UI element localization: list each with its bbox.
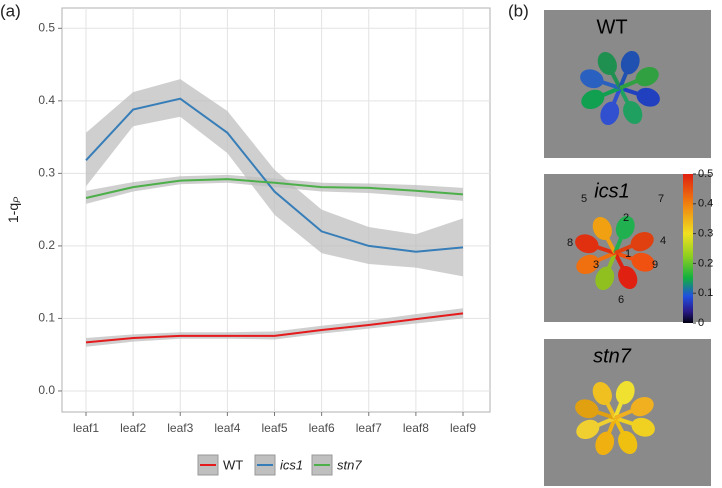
- leaf-number: 6: [618, 294, 624, 306]
- leaf: [636, 87, 660, 107]
- leaf-number: 8: [567, 237, 573, 249]
- leaf-number: 9: [652, 259, 658, 271]
- leaf: [615, 380, 635, 405]
- leaf: [592, 217, 612, 241]
- leaf: [581, 89, 605, 110]
- colorbar-tick-label: 0.5: [698, 168, 713, 180]
- y-tick-label: 0.3: [38, 166, 55, 180]
- leaf: [595, 431, 615, 456]
- panel-label: (b): [508, 1, 529, 20]
- image-label: stn7: [593, 345, 632, 367]
- legend-label: ics1: [280, 457, 303, 472]
- leaf-number: 2: [623, 212, 629, 224]
- colorbar-tick-label: 0.3: [698, 228, 713, 240]
- legend-label: WT: [223, 457, 243, 472]
- colorbar-tick-label: 0: [698, 317, 704, 329]
- leaf: [575, 234, 599, 254]
- leaf: [576, 419, 600, 440]
- line: [85, 97, 464, 253]
- y-axis-title: 1-qP: [5, 197, 23, 223]
- colorbar-tick-label: 0.4: [698, 198, 713, 210]
- x-tick-label: leaf5: [261, 421, 287, 435]
- leaf: [580, 69, 604, 89]
- line: [85, 178, 464, 200]
- panel-label: (a): [0, 1, 21, 20]
- leaf-number: 5: [581, 193, 587, 205]
- y-tick-label: 0.4: [38, 93, 55, 107]
- colorbar: [683, 174, 693, 323]
- x-tick-label: leaf1: [73, 421, 99, 435]
- leaf: [618, 265, 638, 289]
- colorbar-tick-label: 0.1: [698, 287, 713, 299]
- leaf-number: 3: [593, 259, 599, 271]
- x-tick-label: leaf4: [214, 421, 240, 435]
- y-axis-title-text: 1-q: [5, 203, 21, 223]
- leaf: [623, 100, 643, 124]
- leaf: [630, 396, 654, 417]
- x-tick-label: leaf7: [356, 421, 382, 435]
- confidence-band: [86, 308, 463, 347]
- colorbar-tick-label: 0.2: [698, 257, 713, 269]
- y-axis-title-subscript: P: [12, 197, 22, 203]
- leaf-number: 4: [660, 235, 666, 247]
- y-tick-label: 0.2: [38, 238, 55, 252]
- confidence-band: [86, 174, 463, 204]
- y-tick-label: 0.1: [38, 311, 55, 325]
- leaf-number: 1: [625, 248, 631, 260]
- x-tick-label: leaf8: [403, 421, 429, 435]
- leaf-number: 7: [658, 193, 664, 205]
- leaf: [631, 417, 655, 437]
- image-label: ics1: [594, 180, 630, 202]
- confidence-band: [86, 79, 463, 277]
- x-tick-label: leaf6: [309, 421, 335, 435]
- leaf: [595, 266, 615, 291]
- leaf: [600, 101, 620, 126]
- y-tick-label: 0.0: [38, 383, 55, 397]
- leaf: [618, 430, 638, 454]
- leaf: [597, 52, 617, 76]
- leaf: [592, 382, 612, 406]
- legend-label: stn7: [337, 457, 362, 472]
- leaf: [620, 50, 640, 75]
- image-label: WT: [596, 16, 627, 38]
- x-tick-label: leaf3: [167, 421, 193, 435]
- line: [85, 312, 464, 344]
- y-tick-label: 0.5: [38, 20, 55, 34]
- leaf: [576, 254, 600, 275]
- leaf: [615, 215, 635, 240]
- leaf: [575, 399, 599, 419]
- x-tick-label: leaf2: [120, 421, 146, 435]
- leaf: [635, 66, 659, 87]
- leaf: [631, 252, 655, 272]
- x-tick-label: leaf9: [450, 421, 476, 435]
- leaf: [630, 231, 654, 252]
